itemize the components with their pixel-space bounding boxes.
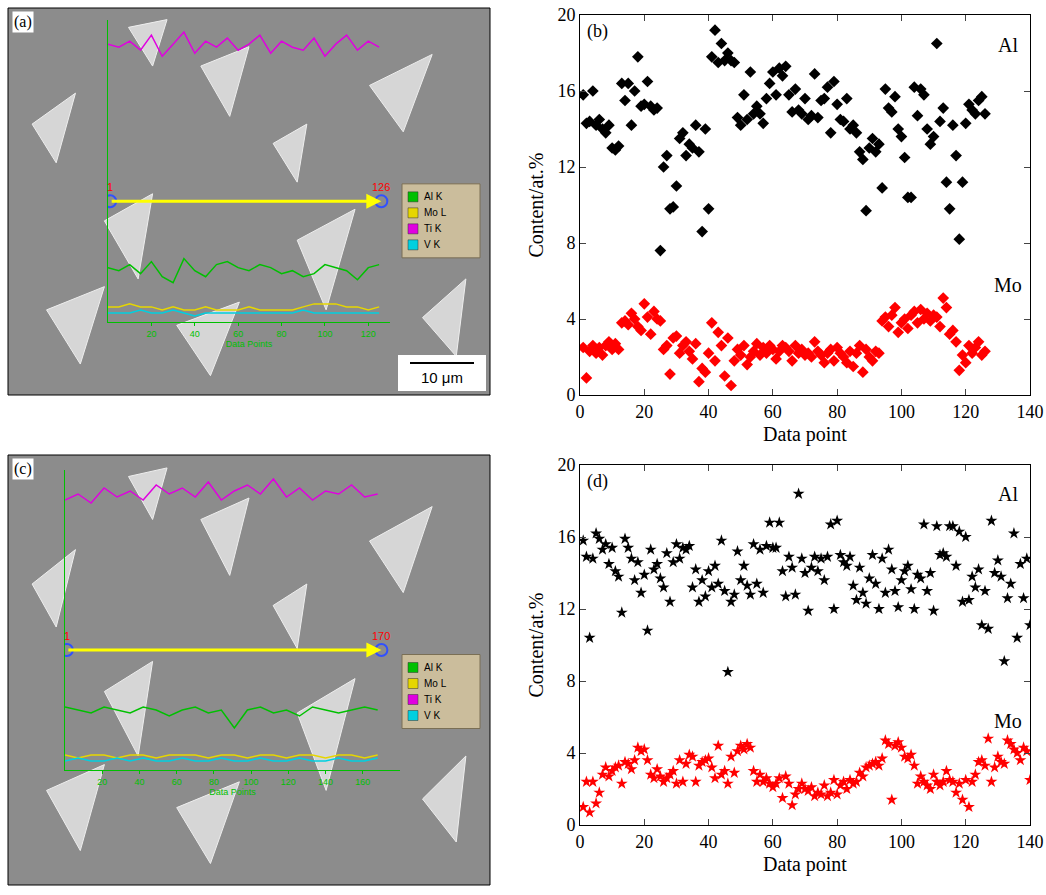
svg-text:Al: Al — [998, 483, 1018, 505]
svg-text:Mo: Mo — [994, 274, 1022, 296]
svg-text:160: 160 — [355, 777, 370, 787]
svg-text:170: 170 — [372, 630, 390, 642]
svg-text:0: 0 — [576, 832, 585, 852]
svg-text:120: 120 — [361, 329, 376, 339]
svg-text:60: 60 — [233, 329, 243, 339]
svg-text:Ti K: Ti K — [424, 223, 442, 234]
svg-text:80: 80 — [828, 832, 846, 852]
svg-text:1: 1 — [107, 181, 113, 193]
svg-text:80: 80 — [209, 777, 219, 787]
svg-text:40: 40 — [700, 402, 718, 422]
svg-text:(d): (d) — [587, 471, 608, 492]
svg-text:V K: V K — [424, 239, 440, 250]
svg-text:Data point: Data point — [763, 423, 847, 446]
svg-text:16: 16 — [557, 81, 575, 101]
svg-text:(c): (c) — [14, 460, 32, 478]
svg-text:20: 20 — [557, 5, 575, 25]
svg-text:40: 40 — [134, 777, 144, 787]
svg-text:1: 1 — [64, 630, 70, 642]
svg-text:4: 4 — [566, 743, 575, 763]
svg-text:20: 20 — [146, 329, 156, 339]
svg-text:60: 60 — [764, 832, 782, 852]
svg-text:Mo L: Mo L — [424, 207, 447, 218]
svg-text:12: 12 — [557, 599, 575, 619]
svg-text:16: 16 — [557, 527, 575, 547]
svg-text:12: 12 — [557, 157, 575, 177]
svg-text:120: 120 — [952, 402, 979, 422]
svg-text:Al K: Al K — [424, 662, 443, 673]
svg-text:Ti K: Ti K — [424, 694, 442, 705]
svg-text:20: 20 — [97, 777, 107, 787]
svg-text:100: 100 — [317, 329, 332, 339]
svg-text:Al: Al — [998, 34, 1018, 56]
svg-text:100: 100 — [244, 777, 259, 787]
svg-text:140: 140 — [318, 777, 333, 787]
svg-text:Data point: Data point — [763, 853, 847, 876]
svg-text:(b): (b) — [587, 21, 608, 42]
svg-text:4: 4 — [566, 309, 575, 329]
svg-text:80: 80 — [277, 329, 287, 339]
svg-text:V K: V K — [424, 710, 440, 721]
svg-text:0: 0 — [566, 815, 575, 835]
svg-text:140: 140 — [1017, 832, 1044, 852]
svg-text:126: 126 — [372, 181, 390, 193]
svg-text:Content/at.%: Content/at.% — [525, 593, 547, 698]
svg-text:20: 20 — [635, 402, 653, 422]
svg-text:40: 40 — [700, 832, 718, 852]
svg-text:0: 0 — [566, 385, 575, 405]
svg-text:8: 8 — [566, 233, 575, 253]
svg-text:120: 120 — [952, 832, 979, 852]
svg-text:60: 60 — [764, 402, 782, 422]
svg-text:0: 0 — [576, 402, 585, 422]
svg-text:Mo L: Mo L — [424, 678, 447, 689]
svg-text:20: 20 — [635, 832, 653, 852]
svg-text:80: 80 — [828, 402, 846, 422]
svg-text:Al K: Al K — [424, 191, 443, 202]
svg-text:120: 120 — [281, 777, 296, 787]
svg-text:Content/at.%: Content/at.% — [525, 153, 547, 258]
svg-text:140: 140 — [1017, 402, 1044, 422]
svg-text:8: 8 — [566, 671, 575, 691]
svg-text:40: 40 — [190, 329, 200, 339]
svg-text:100: 100 — [888, 402, 915, 422]
svg-text:Data Points: Data Points — [209, 787, 256, 797]
svg-text:100: 100 — [888, 832, 915, 852]
svg-text:20: 20 — [557, 455, 575, 475]
svg-text:Mo: Mo — [994, 710, 1022, 732]
svg-text:Data Points: Data Points — [226, 339, 273, 349]
svg-text:10 μm: 10 μm — [421, 369, 463, 386]
svg-text:60: 60 — [172, 777, 182, 787]
svg-text:(a): (a) — [14, 13, 32, 31]
